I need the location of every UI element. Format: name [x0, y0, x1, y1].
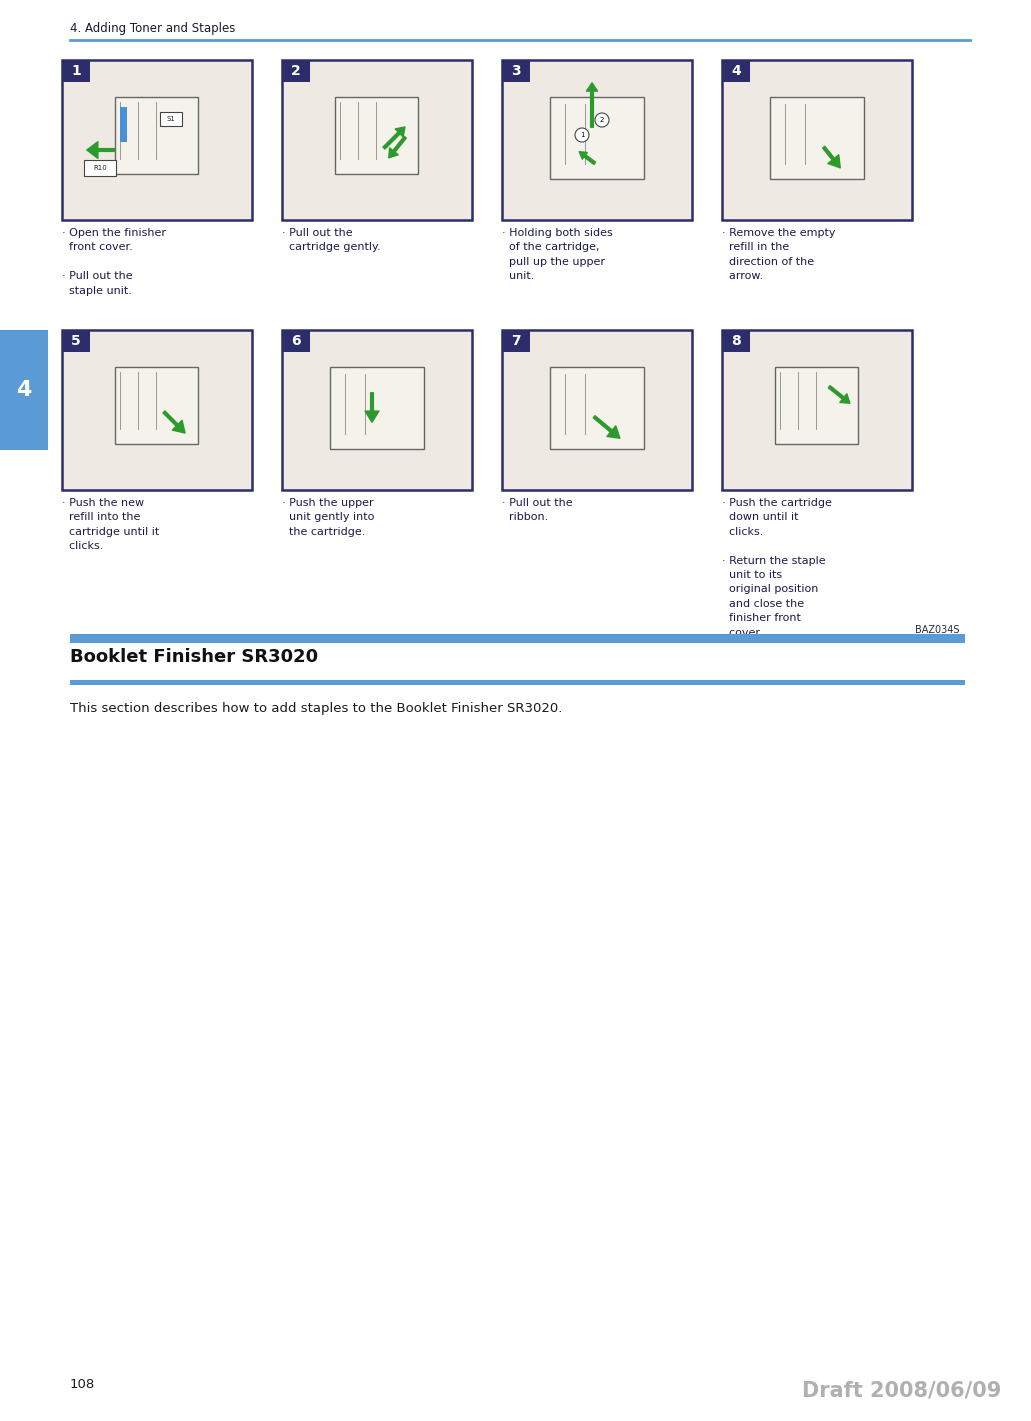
Text: · Open the finisher
  front cover.

· Pull out the
  staple unit.: · Open the finisher front cover. · Pull …: [62, 227, 166, 296]
Text: 5: 5: [71, 334, 80, 348]
Text: 7: 7: [511, 334, 521, 348]
Bar: [62, 330, 252, 490]
Bar: [722, 60, 912, 220]
Text: 6: 6: [291, 334, 301, 348]
Text: Booklet Finisher SR3020: Booklet Finisher SR3020: [70, 648, 319, 666]
Bar: [282, 330, 472, 490]
Text: This section describes how to add staples to the Booklet Finisher SR3020.: This section describes how to add staple…: [70, 702, 562, 715]
Text: 108: 108: [70, 1378, 95, 1391]
Bar: [62, 60, 252, 220]
Bar: [550, 97, 643, 179]
Bar: [62, 60, 90, 82]
Bar: [502, 330, 530, 352]
Bar: [70, 634, 965, 642]
Bar: [502, 330, 692, 490]
Bar: [722, 330, 912, 490]
Bar: [774, 367, 859, 443]
Text: BAZ034S: BAZ034S: [916, 625, 960, 635]
Bar: [330, 367, 424, 449]
Bar: [62, 330, 90, 352]
Bar: [114, 367, 198, 443]
Text: · Pull out the
  cartridge gently.: · Pull out the cartridge gently.: [282, 227, 380, 253]
Text: 4: 4: [731, 64, 741, 78]
Text: · Push the cartridge
  down until it
  clicks.

· Return the staple
  unit to it: · Push the cartridge down until it click…: [722, 497, 832, 638]
Bar: [722, 60, 750, 82]
Bar: [335, 97, 419, 173]
Text: 3: 3: [511, 64, 521, 78]
Bar: [70, 681, 965, 685]
Bar: [84, 161, 117, 176]
Bar: [282, 60, 310, 82]
Circle shape: [595, 114, 609, 126]
Text: · Push the upper
  unit gently into
  the cartridge.: · Push the upper unit gently into the ca…: [282, 497, 374, 537]
Bar: [550, 367, 643, 449]
Text: · Holding both sides
  of the cartridge,
  pull up the upper
  unit.: · Holding both sides of the cartridge, p…: [502, 227, 612, 281]
Text: R10: R10: [93, 165, 107, 171]
Text: 8: 8: [731, 334, 741, 348]
Text: · Remove the empty
  refill in the
  direction of the
  arrow.: · Remove the empty refill in the directi…: [722, 227, 835, 281]
Text: 2: 2: [600, 117, 604, 124]
Text: · Pull out the
  ribbon.: · Pull out the ribbon.: [502, 497, 572, 523]
Circle shape: [575, 128, 589, 142]
Bar: [160, 112, 181, 126]
Text: 1: 1: [71, 64, 80, 78]
Text: 4. Adding Toner and Staples: 4. Adding Toner and Staples: [70, 21, 235, 36]
Text: · Push the new
  refill into the
  cartridge until it
  clicks.: · Push the new refill into the cartridge…: [62, 497, 159, 551]
Bar: [502, 60, 530, 82]
Bar: [282, 330, 310, 352]
Bar: [0, 330, 48, 450]
Text: 1: 1: [579, 132, 585, 138]
Bar: [282, 60, 472, 220]
Text: 2: 2: [291, 64, 301, 78]
Bar: [120, 107, 127, 142]
Bar: [114, 97, 198, 173]
Bar: [502, 60, 692, 220]
Bar: [722, 330, 750, 352]
Bar: [770, 97, 864, 179]
Text: 4: 4: [16, 379, 32, 399]
Text: S1: S1: [166, 117, 175, 122]
Text: Draft 2008/06/09: Draft 2008/06/09: [802, 1381, 1001, 1401]
